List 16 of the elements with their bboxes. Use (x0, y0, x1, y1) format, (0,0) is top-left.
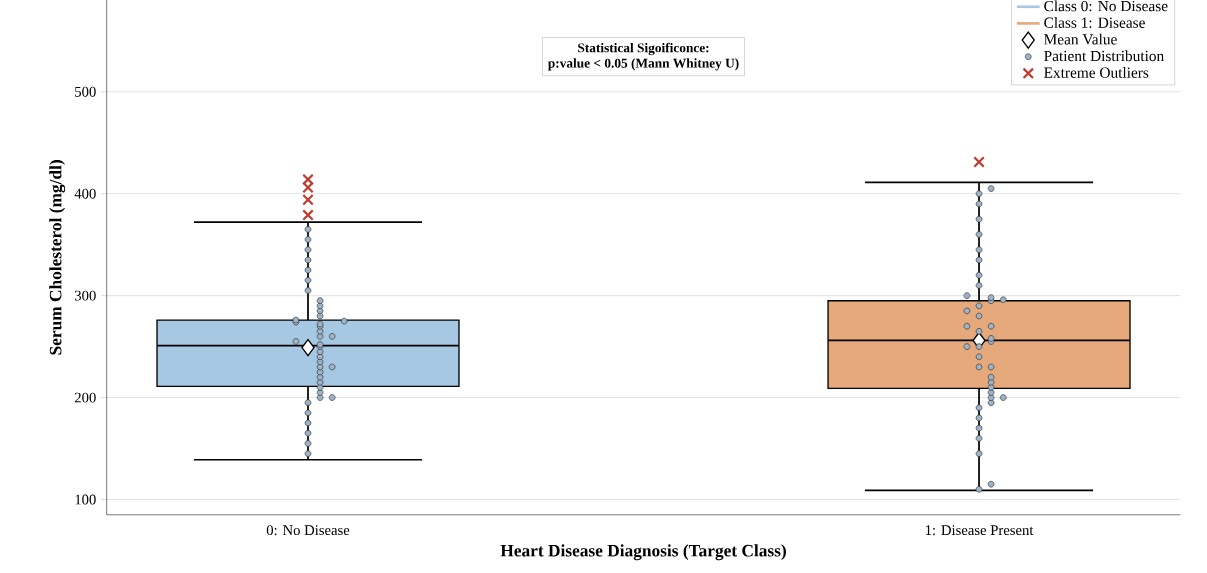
x-tick-label: 0: No Disease (266, 524, 350, 535)
x-axis-title: Heart Disease Diagnosis (Target Class) (500, 544, 786, 560)
legend-label: Class 1: Disease (1044, 16, 1145, 28)
y-tick-label: 500 (75, 86, 96, 97)
y-tick-label: 400 (74, 188, 96, 199)
legend-label: Extreme Outliers (1044, 66, 1149, 78)
annotation: Statistical Sigoificonce: (578, 42, 709, 55)
x-tick-label: 1: Disease Present (925, 524, 1034, 535)
legend-label: Patient Distribution (1044, 50, 1164, 61)
y-tick-label: 100 (75, 494, 96, 505)
y-tick-label: 300 (75, 290, 96, 301)
legend-label: Mean Value (1044, 33, 1117, 45)
y-tick-label: 200 (74, 392, 96, 403)
legend-label: Class 0: No Disease (1044, 0, 1168, 12)
annotation: p:value < 0.05 (Mann Whitney U) (548, 58, 739, 71)
y-axis-title: Serum Cholesterol (mg/dl) (49, 159, 66, 355)
